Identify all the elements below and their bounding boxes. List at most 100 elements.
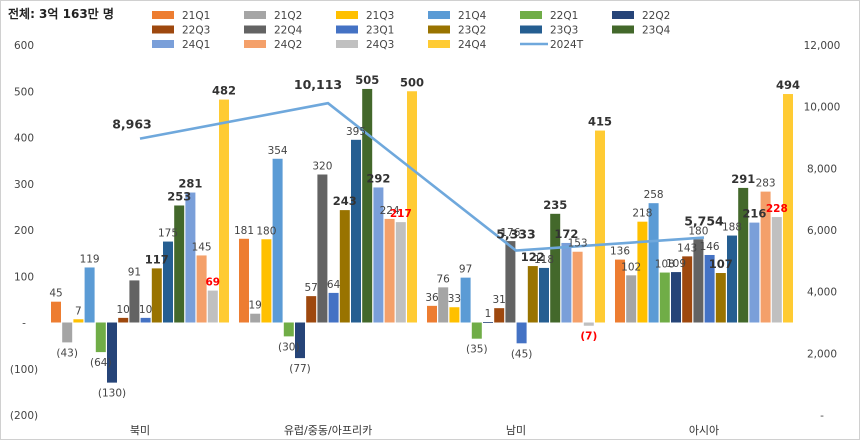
legend-swatch [520,11,542,19]
legend-label: 23Q1 [366,25,394,37]
bar-23Q4 [362,88,373,323]
y-tick-label: 600 [14,40,34,52]
bar-21Q1 [427,305,437,323]
data-label: 118 [534,254,554,266]
bar-21Q3 [637,221,648,323]
data-label: 354 [268,145,288,157]
bar-22Q4 [693,239,704,323]
bar-22Q1 [659,272,670,323]
line-data-label: 8,963 [112,117,152,132]
y2-tick-label: 4,000 [807,287,837,299]
bar-22Q3 [118,317,129,323]
data-label: 7 [75,305,82,317]
bar-23Q4 [174,205,185,323]
data-label: (7) [580,331,597,343]
bar-23Q3 [727,235,737,323]
data-label: 218 [632,208,652,220]
data-label: 122 [521,250,545,264]
legend-label: 21Q3 [366,10,394,22]
bar-23Q3 [539,267,549,323]
axes: (200) (100) - 100 200 300 400 500 600 - 2,000 4,000… [10,40,840,437]
data-label: 102 [621,261,641,273]
y-tick-label: (100) [10,364,38,376]
data-label: 320 [312,161,332,173]
data-label: 216 [742,207,766,221]
legend-label: 22Q2 [642,10,670,22]
legend-label: 2024T [550,39,584,51]
data-label: 224 [380,205,400,217]
legend-swatch [612,25,634,34]
bar-24Q1 [561,242,572,323]
legend-swatch [152,11,174,19]
bar-21Q1 [615,259,625,323]
legend-swatch [244,40,266,48]
legend-swatch [428,25,450,34]
bar-23Q1 [516,322,527,344]
legend-swatch [336,11,358,19]
y2-tick-label: 2,000 [807,348,837,360]
data-label: 500 [400,75,424,89]
legend-swatch [428,40,450,48]
bar-22Q3 [306,296,317,323]
data-label: 57 [305,282,318,294]
bar-23Q2 [715,273,726,323]
bar-21Q4 [460,277,471,323]
bar-23Q1 [140,317,151,323]
bar-21Q4 [272,158,283,323]
data-label: 146 [700,241,720,253]
data-label: (130) [98,388,126,400]
y2-tick-label: 12,000 [804,40,841,52]
legend-label: 22Q1 [550,10,578,22]
y-tick-label: 500 [14,86,34,98]
bar-23Q4 [738,187,749,323]
data-label: 172 [554,227,578,241]
category-label: 아시아 [689,424,719,437]
bar-22Q3 [494,308,505,323]
data-label: 145 [192,241,212,253]
y-tick-label: 200 [14,225,34,237]
chart-title: 전체: 3억 163만 명 [8,6,114,21]
bar-21Q4 [84,267,95,323]
data-label: 91 [128,266,141,278]
legend-label: 21Q2 [274,10,302,22]
legend-label: 23Q4 [642,25,671,37]
legend-swatch [336,25,358,34]
legend-label: 24Q2 [274,39,302,51]
bar-24Q3 [207,290,218,323]
y2-tick-label: 8,000 [807,163,837,175]
bar-23Q1 [328,292,339,323]
legend-swatch [152,40,174,48]
y-tick-label: 100 [14,271,34,283]
bar-22Q1 [471,322,482,339]
bar-24Q1 [749,222,760,323]
bar-24Q1 [185,192,196,323]
data-label: 117 [145,252,169,266]
bar-23Q2 [527,266,538,323]
bar-21Q1 [239,238,249,323]
legend-swatch [612,11,634,19]
bar-24Q2 [572,251,583,323]
data-label: 176 [500,227,520,239]
data-label: 180 [688,225,708,237]
data-label: 258 [644,189,664,201]
data-label: (45) [511,348,533,360]
line-data-label: 10,113 [294,77,342,92]
legend-label: 24Q3 [366,39,394,51]
bar-24Q3 [395,222,406,323]
data-label: 136 [610,246,630,258]
bar-24Q4 [219,99,229,323]
data-label: 69 [205,277,220,289]
bar-22Q2 [107,322,117,383]
data-label: 505 [355,73,379,87]
bar-21Q3 [261,239,272,323]
line-data-label: 5,754 [684,214,724,229]
bar-21Q2 [438,287,449,323]
bar-24Q2 [760,191,771,323]
bar-23Q3 [351,139,361,323]
data-label: (35) [466,344,488,356]
data-label: 10 [139,304,152,316]
y2-tick-label: 6,000 [807,225,837,237]
y-tick-label: - [22,318,26,330]
data-label: 109 [666,258,686,270]
bar-23Q3 [163,241,173,323]
